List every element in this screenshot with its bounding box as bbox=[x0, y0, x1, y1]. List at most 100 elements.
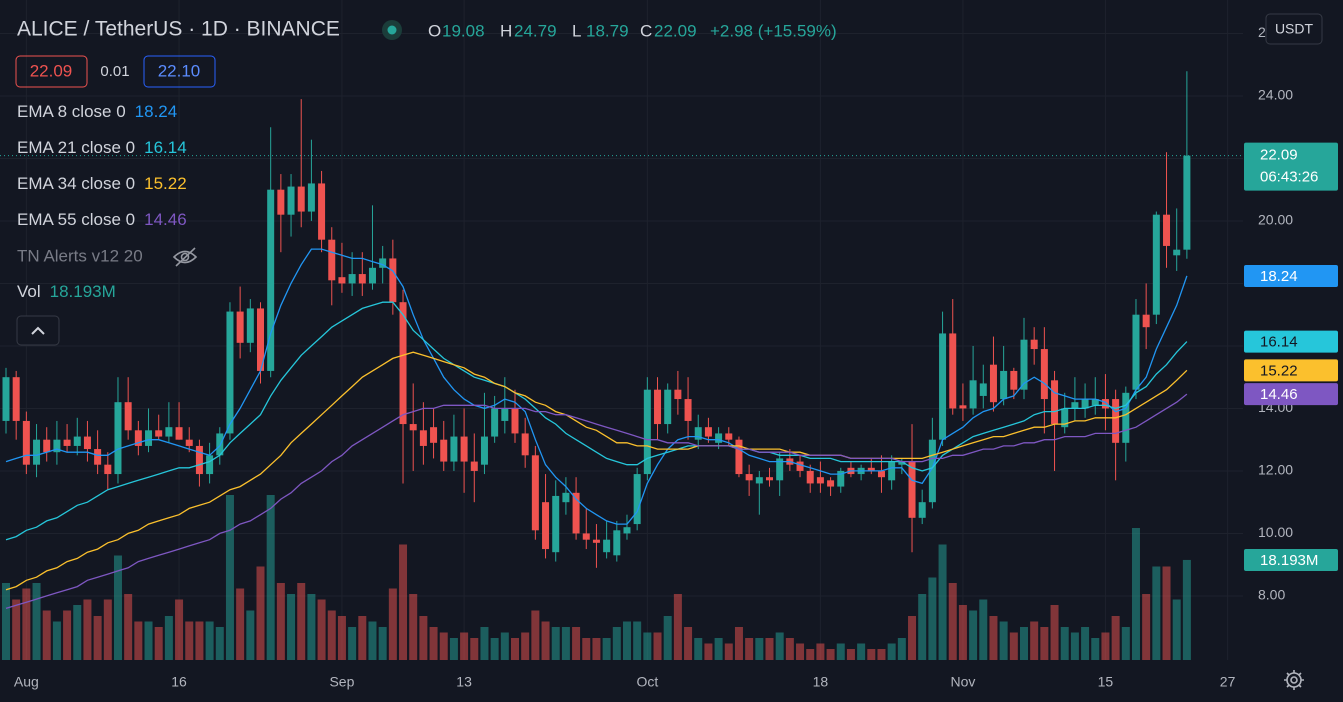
volume-bar bbox=[928, 577, 937, 660]
volume-bar bbox=[887, 643, 896, 660]
volume-bar bbox=[724, 643, 733, 660]
candle-body bbox=[419, 430, 427, 446]
volume-bar bbox=[337, 616, 346, 660]
ohlc-letter: L bbox=[572, 21, 581, 40]
candle-body bbox=[83, 436, 91, 450]
candle-body bbox=[155, 430, 163, 437]
volume-bar bbox=[1009, 632, 1018, 660]
volume-bar bbox=[42, 610, 51, 660]
volume-bar bbox=[1070, 632, 1079, 660]
volume-bar bbox=[73, 605, 82, 660]
volume-bar bbox=[1101, 632, 1110, 660]
volume-bar bbox=[470, 638, 479, 660]
candle-body bbox=[928, 439, 936, 503]
candle-body bbox=[1000, 370, 1008, 400]
x-tick-label: Sep bbox=[329, 674, 354, 690]
volume-bar bbox=[1050, 605, 1059, 660]
ema-badge bbox=[1244, 264, 1338, 287]
candle-body bbox=[501, 408, 509, 421]
volume-bar bbox=[755, 638, 764, 660]
candle-body bbox=[338, 277, 346, 284]
candle-body bbox=[1101, 399, 1109, 409]
y-tick-label: 24.00 bbox=[1258, 87, 1293, 103]
volume-bar bbox=[297, 583, 306, 660]
eye-off-icon[interactable] bbox=[172, 247, 198, 267]
candle-body bbox=[165, 427, 173, 437]
sell-box[interactable] bbox=[15, 55, 88, 88]
candle-body bbox=[348, 274, 356, 284]
candle-body bbox=[307, 183, 315, 212]
candle-body bbox=[226, 311, 234, 434]
candle-body bbox=[704, 427, 712, 437]
volume-bar bbox=[633, 621, 642, 660]
volume-bar bbox=[419, 616, 428, 660]
x-tick-label: 15 bbox=[1098, 674, 1114, 690]
volume-bar bbox=[561, 627, 570, 660]
indicator-legend: EMA 21 close 0 16.14 bbox=[17, 138, 187, 157]
indicator-name[interactable]: EMA 34 close 0 bbox=[17, 174, 135, 193]
volume-bar bbox=[1111, 616, 1120, 660]
candle-body bbox=[318, 183, 326, 240]
candle-body bbox=[206, 455, 214, 475]
price-change: +2.98 (+15.59%) bbox=[710, 21, 837, 40]
candle-body bbox=[664, 389, 672, 425]
collapse-button[interactable] bbox=[16, 315, 60, 346]
currency-button[interactable]: USDT bbox=[1265, 13, 1323, 45]
candle-body bbox=[674, 389, 682, 400]
candle-body bbox=[766, 477, 773, 481]
ohlc-letter: O bbox=[428, 21, 441, 40]
volume-bar bbox=[622, 621, 631, 660]
volume-bar bbox=[307, 594, 316, 660]
ema-badge bbox=[1244, 359, 1338, 382]
volume-bar bbox=[1030, 621, 1039, 660]
volume-bar bbox=[266, 495, 275, 660]
indicator-name[interactable]: EMA 21 close 0 bbox=[17, 138, 135, 157]
volume-bar bbox=[908, 616, 917, 660]
candle-body bbox=[33, 439, 41, 465]
candle-body bbox=[511, 408, 519, 434]
candle-body bbox=[1010, 370, 1018, 390]
x-tick-label: Aug bbox=[14, 674, 39, 690]
candle-body bbox=[195, 445, 203, 475]
volume-bar bbox=[1162, 566, 1171, 660]
hidden-indicator[interactable]: TN Alerts v12 20 bbox=[17, 246, 143, 265]
volume-bar bbox=[1081, 627, 1090, 660]
grid bbox=[0, 0, 1243, 660]
candle-body bbox=[969, 380, 977, 409]
indicator-name[interactable]: EMA 55 close 0 bbox=[17, 210, 135, 229]
volume-bar bbox=[225, 495, 234, 660]
volume-bar bbox=[877, 649, 886, 660]
candle-body bbox=[796, 461, 804, 471]
candle-body bbox=[1173, 249, 1181, 256]
candle-body bbox=[1081, 399, 1089, 409]
volume-bar bbox=[399, 544, 408, 660]
indicator-value: 14.46 bbox=[144, 210, 187, 229]
currency-button-frame[interactable] bbox=[1265, 13, 1323, 45]
ema-badge-label: 16.14 bbox=[1260, 334, 1298, 351]
candle-body bbox=[735, 439, 743, 475]
volume-bar bbox=[317, 599, 326, 660]
volume-bar bbox=[867, 649, 876, 660]
candle-body bbox=[480, 436, 488, 465]
candle-body bbox=[297, 186, 305, 212]
volume-bar bbox=[276, 583, 285, 660]
volume-bar bbox=[246, 610, 255, 660]
volume-bar bbox=[948, 583, 957, 660]
candle-body bbox=[73, 436, 81, 446]
indicator-name[interactable]: EMA 8 close 0 bbox=[17, 102, 126, 121]
candle-body bbox=[440, 439, 448, 462]
volume-bar bbox=[531, 610, 540, 660]
buy-box[interactable] bbox=[143, 55, 216, 88]
settings-icon[interactable] bbox=[1284, 670, 1304, 690]
volume-bar bbox=[409, 594, 418, 660]
volume-bar bbox=[134, 621, 143, 660]
candle-body bbox=[1040, 349, 1048, 400]
volume-bar bbox=[1060, 627, 1069, 660]
volume-bar bbox=[653, 632, 662, 660]
volume-bar bbox=[480, 627, 489, 660]
candle-body bbox=[185, 439, 193, 446]
candle-body bbox=[2, 377, 10, 421]
volume-badge-label: 18.193M bbox=[1260, 552, 1318, 569]
ema-line bbox=[5, 248, 1188, 525]
